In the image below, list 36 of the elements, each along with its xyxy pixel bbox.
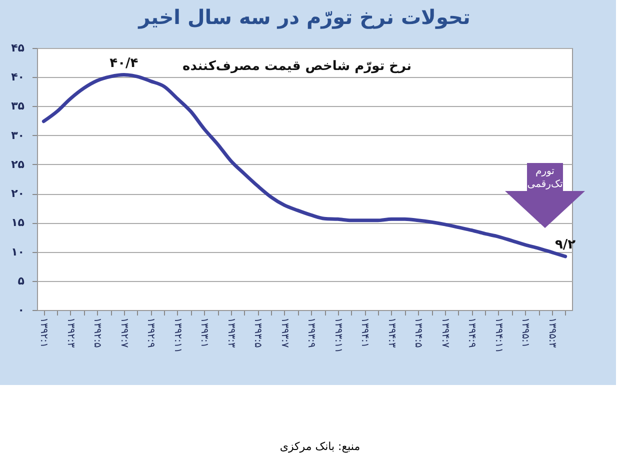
y-tick-label: ۴۰ (11, 70, 24, 84)
x-tick-label: ۱۳۹۲:۱۱ (172, 318, 183, 354)
x-tick-label: ۱۳۹۴:۹ (466, 318, 478, 348)
y-tick-label: ۱۰ (11, 245, 24, 258)
x-tick-label: ۱۳۹۲:۳ (64, 318, 76, 348)
x-tick-label: ۱۳۹۵:۱ (520, 318, 531, 348)
x-tick-label: ۱۳۹۳:۱ (198, 318, 210, 348)
x-tick-label: ۱۳۹۴:۵ (412, 318, 424, 348)
x-tick-label: ۱۳۹۴:۱ (359, 318, 370, 348)
text: منبع: بانک مرکزی (278, 440, 362, 453)
y-tick-label: ۳۵ (11, 100, 25, 113)
x-tick-label: ۱۳۹۳:۵ (252, 318, 264, 348)
x-tick-label: ۱۳۹۲:۵ (92, 318, 103, 348)
annotation: تورم تک‌رقمی (526, 165, 564, 191)
x-tick-label: ۱۳۹۳:۷ (278, 318, 290, 348)
y-tick-label: ۵ (18, 274, 25, 288)
x-tick-label: ۱۳۹۵:۳ (546, 318, 558, 348)
y-tick-label: ۴۵ (11, 42, 25, 54)
x-tick-label: ۱۳۹۲:۷ (118, 318, 130, 348)
x-tick-label: ۱۳۹۳:۱۱ (332, 318, 344, 354)
y-tick-label: ۲۵ (11, 158, 25, 171)
text: نرخ تورّم شاخص قیمت مصرف‌کننده (182, 59, 412, 74)
chart-title: تحولات نرخ تورّم در سه سال اخیر (138, 5, 470, 29)
x-tick-label: ۱۳۹۳:۳ (225, 318, 236, 348)
y-tick-label: ۲۰ (11, 187, 24, 200)
y-tick-label: ۱۵ (11, 216, 25, 230)
x-tick-label: ۱۳۹۳:۹ (306, 318, 317, 348)
x-tick-label: ۱۳۹۴:۷ (439, 318, 450, 348)
y-tick-label: ۳۰ (11, 128, 24, 142)
annotation: ۴۰/۴ (110, 56, 138, 71)
y-tick-label: ۰ (18, 304, 24, 316)
x-tick-label: ۱۳۹۲:۱ (38, 318, 50, 348)
x-tick-label: ۱۳۹۴:۳ (386, 318, 397, 348)
x-tick-label: ۱۳۹۲:۹ (145, 318, 156, 348)
annotation: ۹/۲ (555, 237, 576, 252)
x-tick-label: ۱۳۹۴:۱۱ (492, 318, 504, 354)
